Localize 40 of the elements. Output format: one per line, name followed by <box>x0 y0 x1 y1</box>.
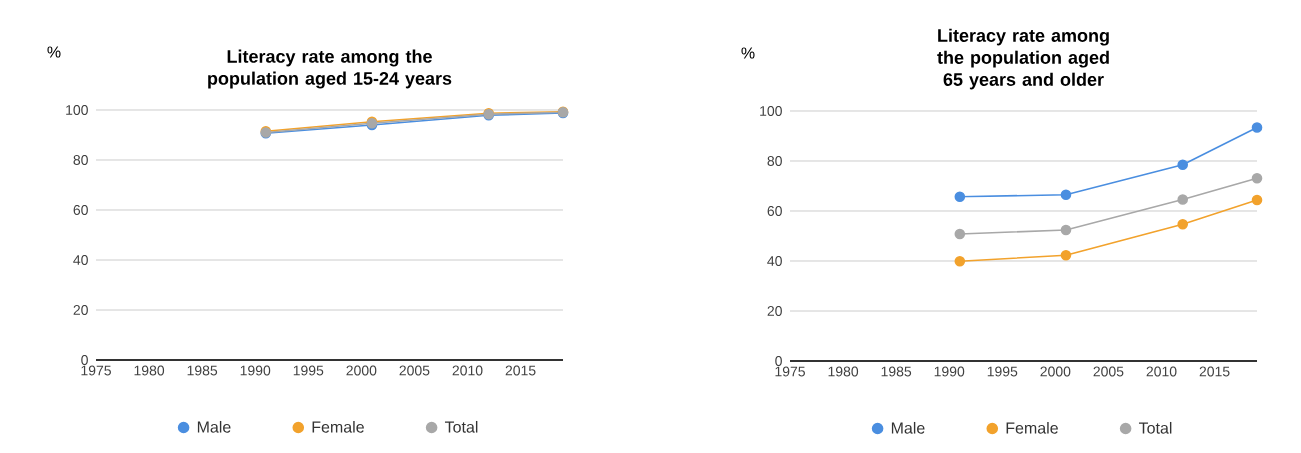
y-tick-label: 40 <box>767 256 782 266</box>
x-tick-label: 1990 <box>240 365 271 376</box>
x-tick-label: 1985 <box>187 365 218 376</box>
x-tick-label: 1985 <box>881 366 912 377</box>
x-tick-label: 1990 <box>934 366 965 377</box>
chart-title: Literacy rate among the population aged 15-24 years <box>208 49 452 89</box>
y-tick-label: 80 <box>73 155 88 165</box>
x-tick-label: 1975 <box>775 366 805 377</box>
legend-label: Female <box>312 420 364 433</box>
legend-label: Female <box>1006 421 1058 434</box>
x-tick-label: 2015 <box>1199 366 1230 377</box>
y-tick-label: 100 <box>760 106 782 116</box>
y-tick-label: 20 <box>767 306 782 316</box>
x-tick-label: 2000 <box>1040 366 1071 377</box>
x-tick-label: 1995 <box>987 366 1018 377</box>
chart-title: Literacy rate among the population aged 65 years and older <box>937 28 1109 90</box>
y-tick-label: 0 <box>81 355 88 365</box>
legend-label: Male <box>197 420 231 433</box>
legend-label: Total <box>444 420 478 433</box>
x-tick-label: 2000 <box>346 365 377 376</box>
y-axis-title: % <box>47 46 61 58</box>
y-tick-label: 40 <box>73 255 88 265</box>
y-tick-label: 80 <box>767 156 782 166</box>
x-tick-label: 2010 <box>452 365 483 376</box>
legend-label: Male <box>891 421 925 434</box>
y-tick-label: 100 <box>66 105 88 115</box>
x-tick-label: 1975 <box>81 365 111 376</box>
y-tick-label: 0 <box>775 356 782 366</box>
x-tick-label: 2005 <box>1093 366 1124 377</box>
y-tick-label: 20 <box>73 305 88 315</box>
legend-label: Total <box>1138 421 1172 434</box>
y-tick-label: 60 <box>73 205 88 215</box>
x-tick-label: 2015 <box>505 365 536 376</box>
x-tick-label: 2005 <box>399 365 430 376</box>
x-tick-label: 1995 <box>293 365 324 376</box>
x-tick-label: 1980 <box>134 365 165 376</box>
x-tick-label: 2010 <box>1146 366 1177 377</box>
y-axis-title: % <box>741 47 755 59</box>
x-tick-label: 1980 <box>828 366 859 377</box>
y-tick-label: 60 <box>767 206 782 216</box>
